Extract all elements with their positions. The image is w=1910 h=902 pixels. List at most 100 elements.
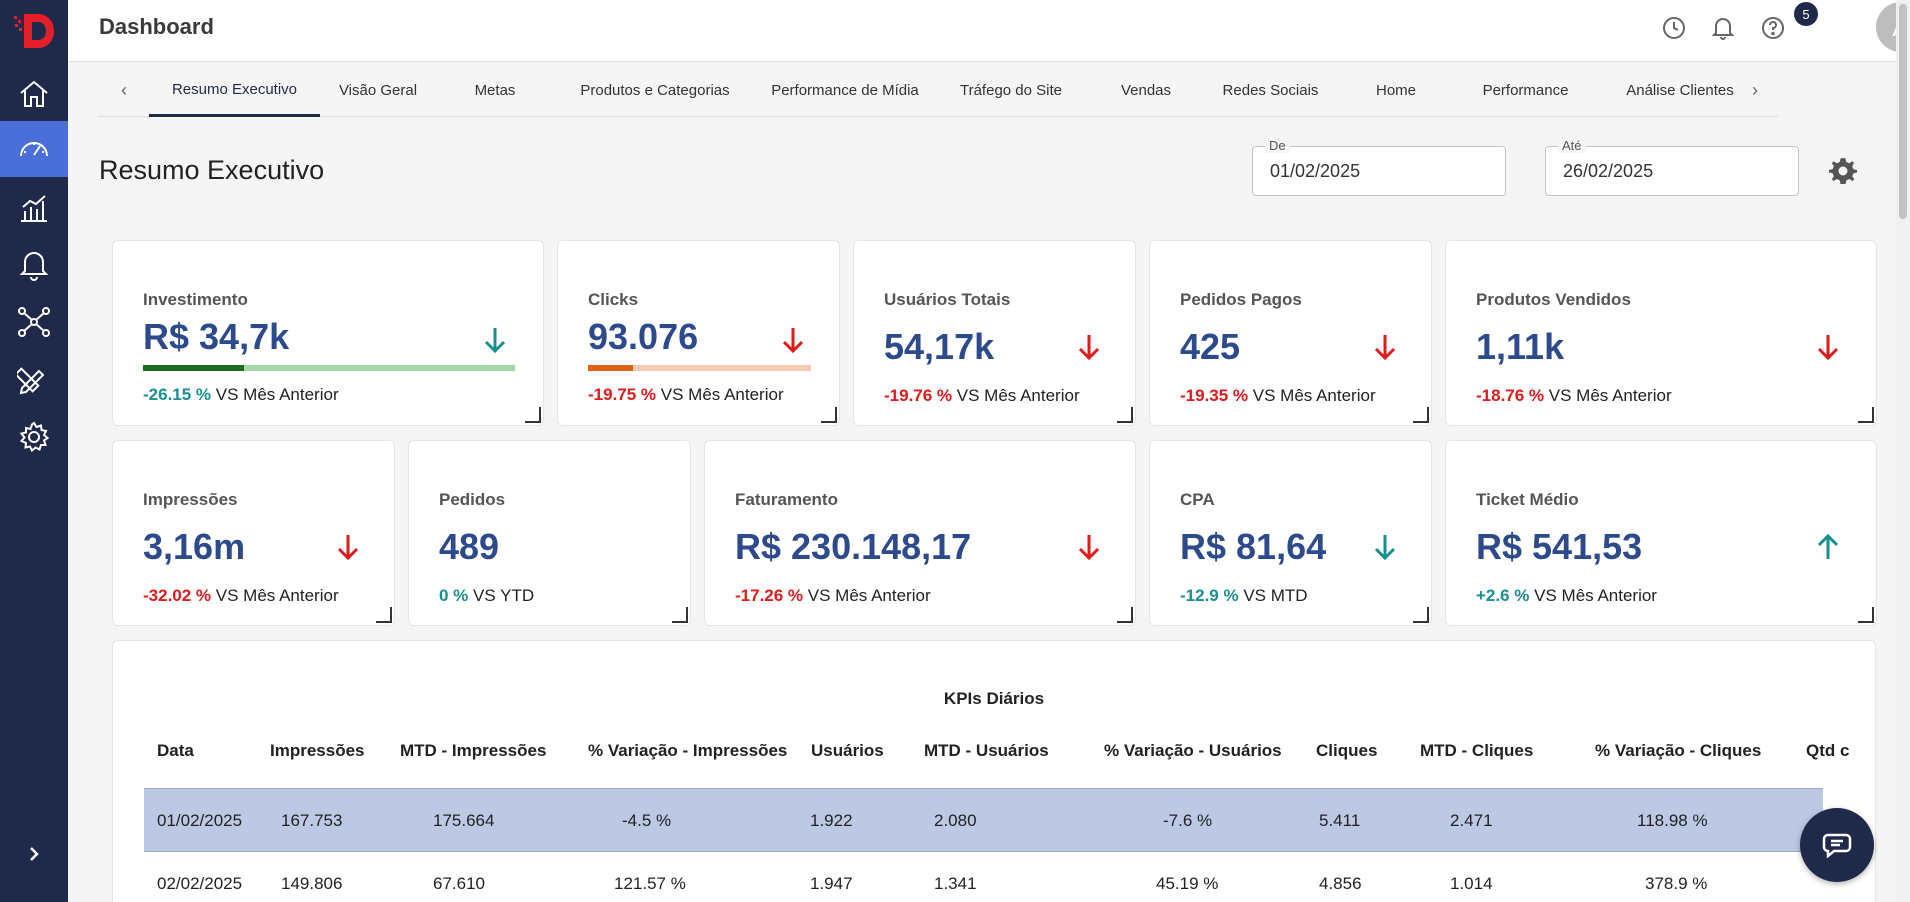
- nav-network[interactable]: [0, 294, 68, 350]
- column-header[interactable]: MTD - Usuários: [924, 741, 1049, 760]
- nav-alerts[interactable]: [0, 236, 68, 292]
- cell-var-cliques: 378.9 %: [1645, 874, 1708, 893]
- nav-settings[interactable]: [0, 409, 68, 465]
- resize-handle[interactable]: [1117, 607, 1133, 623]
- kpi-card-clicks[interactable]: Clicks 93.076 -19.75 % VS Mês Anterior: [557, 240, 840, 426]
- nav-tools[interactable]: [0, 352, 68, 408]
- arrow-down-icon: [1817, 335, 1839, 361]
- tab-analise-clientes[interactable]: Análise Clientes: [1626, 82, 1734, 99]
- column-header[interactable]: Qtd c: [1806, 741, 1850, 760]
- table-row[interactable]: 02/02/2025 149.806 67.610 121.57 % 1.947…: [144, 852, 1823, 902]
- progress-fill: [143, 365, 244, 371]
- settings-gear-icon[interactable]: [1828, 156, 1858, 186]
- kpi-title: CPA: [1180, 490, 1215, 509]
- help-button[interactable]: [1758, 13, 1788, 43]
- kpi-card-produtos-vendidos[interactable]: Produtos Vendidos 1,11k -18.76 % VS Mês …: [1445, 240, 1877, 426]
- resize-handle[interactable]: [1858, 607, 1874, 623]
- arrow-down-icon: [337, 535, 359, 561]
- tabs-scroll-right[interactable]: ›: [1752, 79, 1758, 100]
- tab-bar: ‹ Resumo Executivo Visão Geral Metas Pro…: [98, 64, 1778, 117]
- column-header[interactable]: % Variação - Usuários: [1104, 741, 1282, 760]
- kpi-variation: +2.6 % VS Mês Anterior: [1476, 586, 1657, 605]
- design-tools-icon: [17, 367, 45, 395]
- column-header[interactable]: Cliques: [1316, 741, 1378, 760]
- resize-handle[interactable]: [376, 607, 392, 623]
- nav-home[interactable]: [0, 66, 68, 122]
- date-to-value[interactable]: 26/02/2025: [1563, 161, 1654, 181]
- column-header[interactable]: Data: [157, 741, 194, 760]
- kpi-card-pedidos[interactable]: Pedidos 489 0 % VS YTD: [408, 440, 691, 626]
- resize-handle[interactable]: [1858, 407, 1874, 423]
- tab-performance-midia[interactable]: Performance de Mídia: [771, 82, 919, 99]
- arrow-down-icon: [1374, 335, 1396, 361]
- column-header[interactable]: Impressões: [270, 741, 365, 760]
- sidebar-expand[interactable]: [0, 826, 68, 882]
- kpi-value: 489: [439, 526, 500, 567]
- scrollbar-thumb[interactable]: [1899, 4, 1907, 219]
- settings-icon: [19, 421, 50, 453]
- cell-var-usuarios: -7.6 %: [1163, 811, 1213, 830]
- cell-mtd-impressoes: 175.664: [433, 811, 495, 830]
- column-header[interactable]: % Variação - Cliques: [1595, 741, 1762, 760]
- date-from-label: De: [1265, 138, 1290, 153]
- date-from-value[interactable]: 01/02/2025: [1270, 161, 1361, 181]
- kpi-variation: -19.75 % VS Mês Anterior: [588, 385, 784, 404]
- tab-resumo-executivo[interactable]: Resumo Executivo: [149, 64, 320, 117]
- resize-handle[interactable]: [821, 407, 837, 423]
- notifications-button[interactable]: [1708, 13, 1738, 43]
- progress-track: [588, 365, 811, 371]
- chat-button[interactable]: [1800, 808, 1874, 882]
- cell-usuarios: 1.947: [810, 874, 853, 893]
- tab-home[interactable]: Home: [1375, 82, 1416, 99]
- kpi-value: R$ 230.148,17: [735, 526, 972, 567]
- column-header[interactable]: MTD - Impressões: [400, 741, 547, 760]
- kpi-title: Usuários Totais: [884, 290, 1011, 309]
- page-scrollbar[interactable]: [1896, 0, 1910, 902]
- tab-vendas[interactable]: Vendas: [1120, 82, 1172, 99]
- kpi-card-usuarios-totais[interactable]: Usuários Totais 54,17k -19.76 % VS Mês A…: [853, 240, 1136, 426]
- cell-mtd-cliques: 1.014: [1450, 874, 1493, 893]
- nav-dashboard[interactable]: [0, 121, 68, 177]
- kpi-card-impressoes[interactable]: Impressões 3,16m -32.02 % VS Mês Anterio…: [112, 440, 395, 626]
- date-from-field[interactable]: De 01/02/2025: [1252, 138, 1506, 196]
- bell-icon: [1711, 18, 1735, 40]
- tabs-scroll-left[interactable]: ‹: [121, 79, 127, 100]
- tab-redes-sociais[interactable]: Redes Sociais: [1222, 82, 1319, 99]
- brand-logo[interactable]: [12, 8, 56, 52]
- cell-var-cliques: 118.98 %: [1637, 811, 1708, 830]
- kpi-value: 425: [1180, 326, 1241, 367]
- kpi-title: Produtos Vendidos: [1476, 290, 1631, 309]
- resize-handle[interactable]: [525, 407, 541, 423]
- kpi-title: Investimento: [143, 290, 248, 309]
- tab-visao-geral[interactable]: Visão Geral: [338, 82, 418, 99]
- kpi-card-cpa[interactable]: CPA R$ 81,64 -12.9 % VS MTD: [1149, 440, 1432, 626]
- kpi-card-ticket-medio[interactable]: Ticket Médio R$ 541,53 +2.6 % VS Mês Ant…: [1445, 440, 1877, 626]
- resize-handle[interactable]: [1413, 607, 1429, 623]
- kpi-card-faturamento[interactable]: Faturamento R$ 230.148,17 -17.26 % VS Mê…: [704, 440, 1136, 626]
- resize-handle[interactable]: [672, 607, 688, 623]
- date-to-field[interactable]: Até 26/02/2025: [1545, 138, 1799, 196]
- kpi-card-pedidos-pagos[interactable]: Pedidos Pagos 425 -19.35 % VS Mês Anteri…: [1149, 240, 1432, 426]
- kpi-title: Clicks: [588, 290, 639, 309]
- kpi-card-investimento[interactable]: Investimento R$ 34,7k -26.15 % VS Mês An…: [112, 240, 544, 426]
- history-button[interactable]: [1659, 13, 1689, 43]
- sidebar: [0, 0, 68, 902]
- tab-performance[interactable]: Performance: [1482, 82, 1569, 99]
- column-header[interactable]: MTD - Cliques: [1420, 741, 1534, 760]
- column-header[interactable]: % Variação - Impressões: [588, 741, 788, 760]
- tab-metas[interactable]: Metas: [474, 82, 516, 99]
- kpi-title: Pedidos Pagos: [1180, 290, 1302, 309]
- column-header[interactable]: Usuários: [811, 741, 884, 760]
- kpi-variation: -18.76 % VS Mês Anterior: [1476, 386, 1672, 405]
- home-icon: [20, 80, 48, 107]
- network-icon: [18, 307, 50, 337]
- tab-produtos-categorias[interactable]: Produtos e Categorias: [580, 82, 730, 99]
- table-row[interactable]: 01/02/2025 167.753 175.664 -4.5 % 1.922 …: [144, 788, 1823, 852]
- tab-trafego-site[interactable]: Tráfego do Site: [959, 82, 1062, 99]
- nav-analytics[interactable]: [0, 180, 68, 236]
- arrow-down-icon: [1374, 535, 1396, 561]
- kpi-variation: -26.15 % VS Mês Anterior: [143, 385, 339, 404]
- resize-handle[interactable]: [1117, 407, 1133, 423]
- progress-track: [143, 365, 515, 371]
- resize-handle[interactable]: [1413, 407, 1429, 423]
